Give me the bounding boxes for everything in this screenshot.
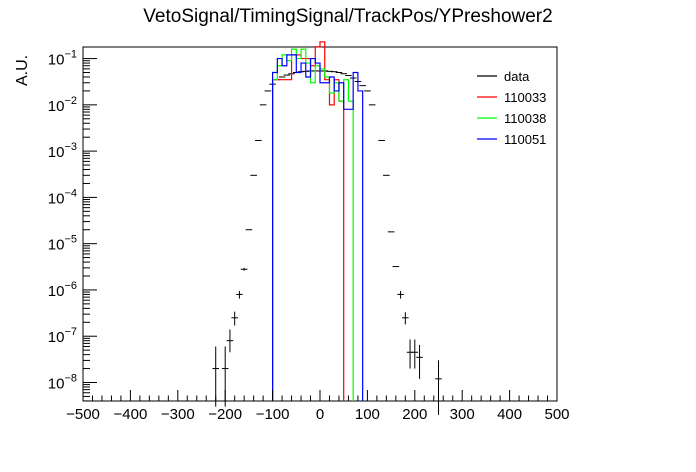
series-data bbox=[212, 70, 442, 415]
data-point bbox=[406, 339, 414, 369]
data-point bbox=[435, 360, 442, 415]
legend-label: 110051 bbox=[504, 132, 546, 147]
data-point bbox=[240, 267, 248, 271]
y-tick-label: 10−6 bbox=[48, 280, 77, 300]
data-point bbox=[226, 329, 234, 353]
x-tick-label: −200 bbox=[208, 406, 242, 423]
data-point bbox=[411, 339, 419, 369]
x-tick-label: 300 bbox=[450, 406, 475, 423]
legend-entry: 110051 bbox=[477, 132, 546, 147]
y-tick-label: 10−3 bbox=[48, 141, 77, 161]
x-tick-label: 500 bbox=[544, 406, 569, 423]
data-point bbox=[397, 290, 404, 299]
data-point bbox=[416, 344, 423, 379]
y-tick-label: 10−7 bbox=[48, 326, 77, 346]
legend-label: data bbox=[504, 69, 530, 84]
legend-label: 110038 bbox=[504, 111, 546, 126]
plot-frame bbox=[82, 46, 558, 402]
y-tick-label: 10−4 bbox=[48, 187, 77, 207]
x-tick-label: −300 bbox=[161, 406, 195, 423]
y-tick-label: 10−2 bbox=[48, 95, 77, 115]
data-point bbox=[402, 312, 409, 325]
y-tick-label: 10−8 bbox=[48, 372, 77, 392]
data-point bbox=[236, 290, 243, 299]
x-tick-label: −500 bbox=[66, 406, 100, 423]
x-tick-label: 100 bbox=[355, 406, 380, 423]
x-tick-label: 0 bbox=[316, 406, 324, 423]
data-point bbox=[231, 311, 238, 326]
x-tick-label: 200 bbox=[402, 406, 427, 423]
legend-entry: data bbox=[477, 69, 530, 84]
x-tick-label: 400 bbox=[497, 406, 522, 423]
legend-label: 110033 bbox=[504, 90, 546, 105]
x-tick-label: −400 bbox=[114, 406, 148, 423]
step-line-110033 bbox=[272, 41, 345, 401]
step-line-110051 bbox=[272, 54, 364, 401]
step-line-110038 bbox=[272, 48, 354, 401]
x-tick-label: −100 bbox=[256, 406, 290, 423]
series-110051 bbox=[272, 54, 364, 401]
legend-entry: 110033 bbox=[477, 90, 546, 105]
legend-entry: 110038 bbox=[477, 111, 546, 126]
y-tick-label: 10−5 bbox=[48, 234, 77, 254]
series-110033 bbox=[272, 41, 345, 401]
y-tick-label: 10−1 bbox=[48, 49, 77, 69]
chart-title: VetoSignal/TimingSignal/TrackPos/YPresho… bbox=[143, 6, 553, 27]
series-110038 bbox=[272, 48, 354, 401]
